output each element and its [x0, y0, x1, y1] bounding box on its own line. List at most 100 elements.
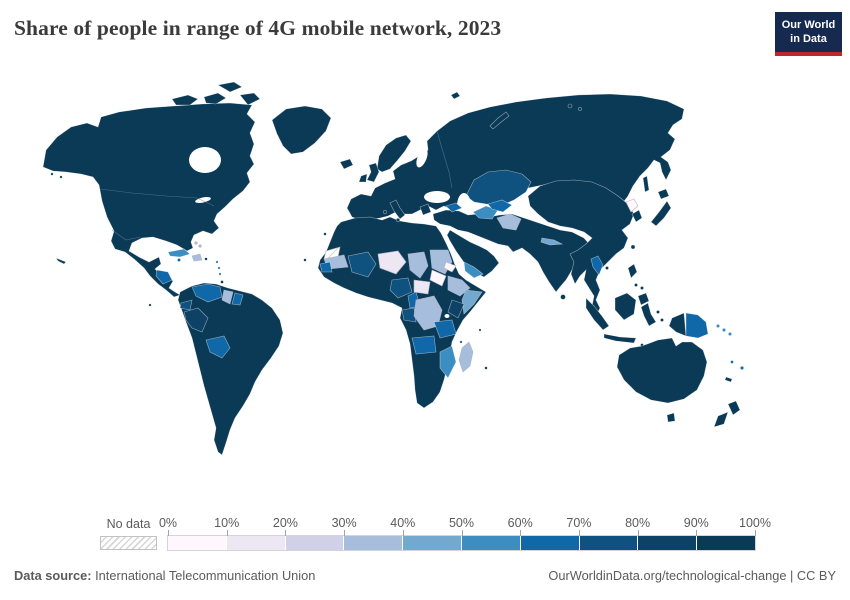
region-hispaniola[interactable]	[191, 253, 203, 262]
region-galapagos[interactable]	[148, 303, 152, 307]
legend-bin-3[interactable]	[343, 536, 403, 550]
country-japan-hokkaido[interactable]	[657, 188, 670, 200]
legend-bin-2[interactable]	[284, 536, 344, 550]
country-tanzania[interactable]	[433, 319, 457, 339]
region-honduras-nicaragua[interactable]	[155, 269, 173, 285]
country-uzbekistan[interactable]	[487, 199, 513, 213]
region-severnaya-zemlya[interactable]	[567, 103, 573, 109]
country-eritrea[interactable]	[443, 261, 457, 273]
region-aleutians[interactable]	[50, 172, 54, 176]
owid-logo[interactable]: Our World in Data	[775, 12, 842, 56]
country-greece[interactable]	[419, 203, 432, 216]
region-sumatra[interactable]	[585, 297, 610, 331]
country-afghanistan[interactable]	[496, 213, 522, 231]
region-sardinia[interactable]	[382, 209, 388, 215]
country-mozambique[interactable]	[439, 345, 457, 379]
country-solomon-islands[interactable]	[715, 323, 720, 328]
country-vanuatu[interactable]	[730, 360, 734, 364]
region-sakhalin[interactable]	[642, 175, 650, 193]
region-puerto-rico[interactable]	[204, 257, 208, 261]
country-south-korea[interactable]	[631, 209, 643, 223]
region-canadian-arctic[interactable]	[217, 81, 243, 93]
country-niger[interactable]	[377, 250, 407, 275]
country-yemen[interactable]	[463, 261, 484, 279]
legend-bin-8[interactable]	[637, 536, 697, 550]
region-hainan[interactable]	[605, 266, 609, 270]
country-philippines-visayas[interactable]	[634, 283, 638, 287]
credit-link[interactable]: OurWorldinData.org/technological-change …	[548, 568, 836, 583]
country-cuba[interactable]	[167, 248, 191, 258]
country-fiji[interactable]	[739, 365, 744, 370]
country-japan-honshu[interactable]	[650, 200, 672, 227]
country-guinea[interactable]	[319, 261, 333, 273]
legend-bin-7[interactable]	[578, 536, 638, 550]
country-papua-new-guinea[interactable]	[685, 312, 709, 339]
country-taiwan[interactable]	[630, 244, 636, 250]
country-philippines-visayas[interactable]	[640, 286, 644, 290]
country-peru[interactable]	[183, 307, 209, 333]
region-java[interactable]	[603, 333, 637, 344]
country-south-sudan[interactable]	[429, 269, 447, 287]
country-nepal[interactable]	[540, 237, 564, 246]
country-new-zealand-south[interactable]	[713, 411, 729, 428]
region-lesser-antilles[interactable]	[215, 260, 219, 264]
country-solomon-islands[interactable]	[727, 331, 732, 336]
legend-bin-0[interactable]	[168, 536, 226, 550]
country-solomon-islands[interactable]	[721, 327, 726, 332]
legend-bin-1[interactable]	[225, 536, 285, 550]
country-italy[interactable]	[389, 199, 406, 220]
country-turkmenistan[interactable]	[472, 205, 499, 220]
legend-bin-5[interactable]	[460, 536, 520, 550]
country-bahamas[interactable]	[198, 244, 202, 248]
region-svalbard[interactable]	[450, 91, 461, 100]
country-seychelles[interactable]	[478, 328, 482, 332]
country-kenya[interactable]	[447, 299, 465, 319]
country-mauritius[interactable]	[484, 366, 488, 370]
country-nigeria[interactable]	[389, 277, 413, 299]
country-central-african-republic[interactable]	[413, 279, 431, 295]
country-jamaica[interactable]	[177, 258, 181, 262]
region-tasmania[interactable]	[666, 412, 676, 423]
region-congo-gabon[interactable]	[401, 307, 417, 323]
region-canadian-arctic[interactable]	[239, 92, 261, 106]
legend-bin-9[interactable]	[696, 536, 755, 550]
region-scandinavia[interactable]	[376, 134, 412, 173]
region-new-caledonia[interactable]	[724, 376, 733, 383]
country-cape-verde[interactable]	[303, 258, 307, 262]
legend-bin-4[interactable]	[402, 536, 461, 550]
country-trinidad[interactable]	[220, 280, 224, 284]
country-philippines-luzon[interactable]	[627, 263, 638, 279]
region-aleutians[interactable]	[59, 175, 63, 179]
country-north-korea[interactable]	[625, 198, 639, 213]
region-borneo[interactable]	[614, 292, 637, 321]
country-laos[interactable]	[590, 255, 604, 276]
country-angola[interactable]	[411, 335, 437, 355]
region-sicily[interactable]	[395, 217, 401, 223]
legend-no-data-swatch[interactable]	[100, 536, 157, 550]
country-guyana[interactable]	[221, 289, 234, 305]
country-suriname[interactable]	[231, 292, 244, 306]
country-madagascar[interactable]	[458, 341, 474, 373]
region-lesser-antilles[interactable]	[217, 266, 221, 270]
region-ireland[interactable]	[358, 173, 368, 183]
region-greenland[interactable]	[271, 105, 332, 155]
country-sri-lanka[interactable]	[560, 294, 566, 300]
region-comoros[interactable]	[459, 340, 463, 344]
region-moluccas[interactable]	[660, 318, 664, 322]
region-novaya-zemlya[interactable]	[489, 111, 510, 130]
region-north-america[interactable]	[42, 102, 256, 298]
country-bolivia[interactable]	[205, 335, 231, 359]
region-caucasus[interactable]	[445, 202, 463, 213]
region-arabian-peninsula[interactable]	[446, 229, 500, 278]
region-canadian-arctic[interactable]	[203, 92, 227, 105]
region-lesser-antilles[interactable]	[218, 272, 222, 276]
country-australia[interactable]	[616, 337, 708, 404]
legend-bin-6[interactable]	[519, 536, 579, 550]
region-south-america[interactable]	[177, 282, 284, 456]
region-severnaya-zemlya[interactable]	[578, 107, 582, 111]
country-kazakhstan[interactable]	[465, 169, 532, 207]
country-venezuela[interactable]	[191, 283, 223, 303]
region-moluccas[interactable]	[656, 310, 660, 314]
region-iceland[interactable]	[339, 158, 354, 170]
